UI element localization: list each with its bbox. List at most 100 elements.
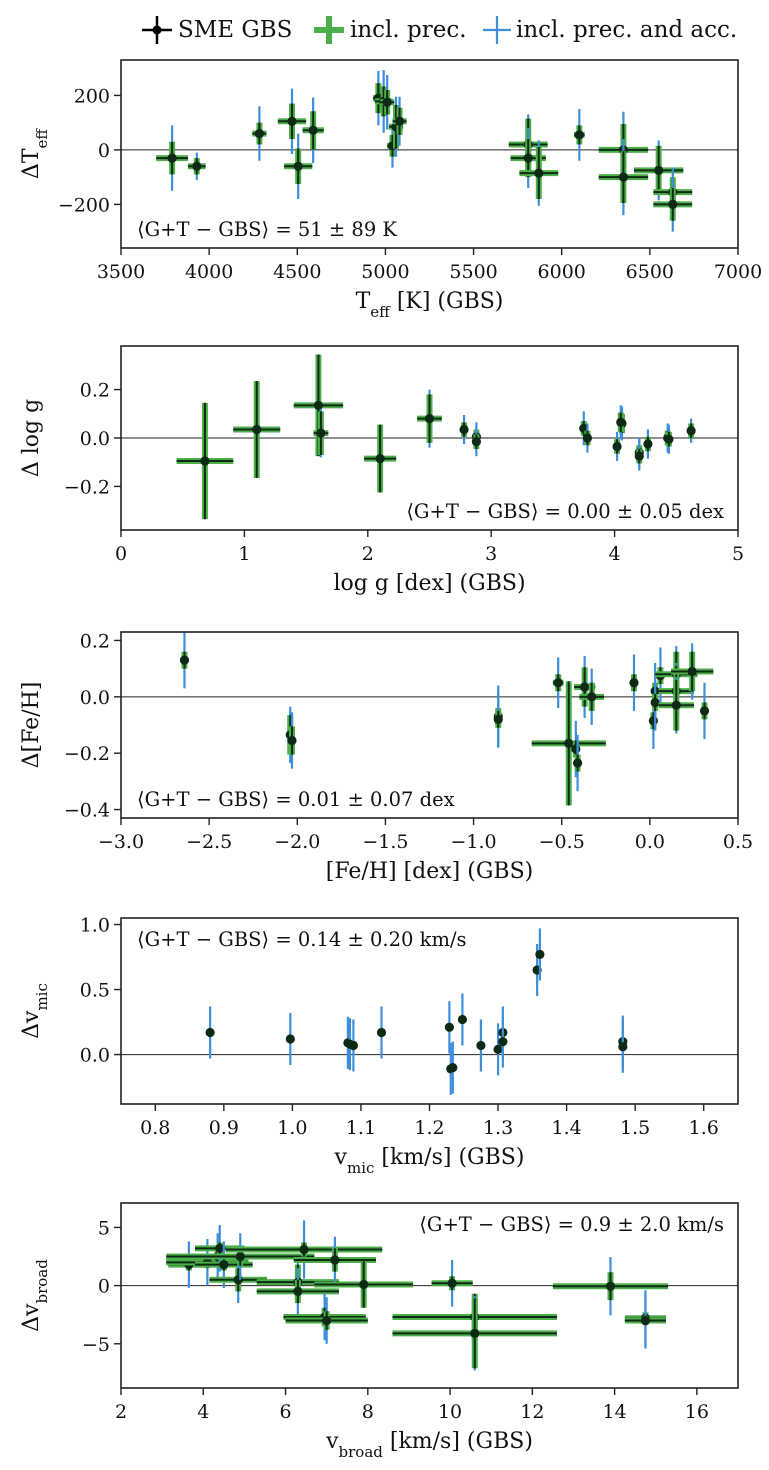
data-point [287,712,297,769]
data-point [225,1220,383,1279]
stats-annotation: ⟨G+T − GBS⟩ = 0.9 ± 2.0 km/s [419,1213,724,1236]
x-tick-label: 1 [238,543,250,565]
x-tick-label: 12 [520,1401,544,1423]
data-point [444,1001,454,1054]
chart-logg: 0 1 2 3 4 5 −0.2 0.0 0.2 log g [dex] (GBS) Δ log g… [19,345,744,596]
x-tick-label: −0.5 [539,831,585,853]
x-tick-label: 1.6 [689,1117,719,1139]
point-marker [493,1044,503,1054]
y-tick-label: 0.0 [80,428,110,450]
legend-marker-blue-icon [483,16,511,44]
x-tick-label: 8 [362,1401,374,1423]
x-tick-label: 1.4 [552,1117,582,1139]
point-marker [579,423,589,433]
x-tick-label: 3 [485,543,497,565]
data-point [535,928,545,981]
x-tick-label: 5500 [449,261,497,283]
point-marker [654,165,664,175]
y-axis-label: Δ log g [19,399,44,477]
point-marker [574,130,584,140]
axes-frame [120,631,739,819]
data-point [579,668,605,725]
point-marker [616,417,626,427]
point-marker [293,161,303,171]
point-marker [534,168,544,178]
data-point [552,657,564,709]
point-marker [322,1315,332,1326]
data-point [643,429,653,459]
point-marker [523,153,533,163]
point-marker [287,116,297,126]
x-tick-label: 0 [115,543,127,565]
data-point [634,441,644,471]
x-tick-label: 5 [732,543,744,565]
data-point [388,96,404,157]
data-point [302,97,324,163]
data-point [686,418,696,443]
data-point [650,674,660,731]
point-marker [650,697,660,708]
point-marker [167,153,177,163]
x-tick-label: 0.5 [723,831,753,853]
point-marker [572,758,583,768]
point-marker [348,1040,359,1051]
x-tick-label: 14 [603,1401,627,1423]
data-point [380,74,395,130]
point-marker [382,97,392,107]
data-point [314,1261,414,1308]
legend-item-sme-gbs: SME GBS [140,14,292,46]
data-point [459,415,469,445]
x-tick-label: 2 [115,1401,127,1423]
point-marker [498,1036,508,1047]
x-axis-label: vmic [km/s] (GBS) [334,1145,525,1177]
data-point [256,1268,340,1315]
point-marker [470,1328,480,1338]
y-tick-label: 0.2 [80,630,110,652]
data-point [572,734,583,792]
y-tick-label: 0.0 [80,687,110,709]
data-point [179,632,190,689]
point-marker [629,678,639,688]
data-point [616,405,626,440]
y-tick-label: 0 [98,1276,110,1298]
point-marker [287,735,297,746]
point-marker [612,441,622,452]
point-marker [640,1315,651,1326]
data-point [156,125,188,191]
data-point [624,1292,667,1349]
data-point [582,423,593,453]
data-point [618,1020,628,1073]
x-tick-label: −3.0 [98,831,144,853]
y-tick-label: −0.2 [64,743,110,765]
x-tick-label: 1.1 [346,1117,376,1139]
point-marker [471,437,481,447]
point-marker [687,666,697,677]
point-marker [648,716,658,726]
legend-label-sme-gbs: SME GBS [178,17,293,43]
point-marker [553,678,563,688]
legend-marker-green-icon [314,16,344,44]
point-marker [668,199,678,210]
data-point [284,133,313,199]
y-tick-label: −200 [58,194,110,216]
point-marker [564,738,574,748]
data-points [166,1220,669,1371]
data-point [629,654,639,711]
x-axis-label: Teff [K] (GBS) [356,289,504,321]
point-marker [192,161,202,171]
data-point [205,1006,215,1059]
x-tick-label: 1.3 [483,1117,513,1139]
x-tick-label: 6 [279,1401,291,1423]
x-tick-label: 1.2 [414,1117,444,1139]
point-marker [447,1278,457,1288]
x-tick-label: 6000 [538,261,586,283]
legend-label-incl-prec: incl. prec. [350,17,467,43]
data-point [552,1257,669,1316]
point-marker [215,1243,225,1253]
data-point [285,1012,295,1065]
x-tick-label: 4500 [273,261,321,283]
point-marker [359,1279,369,1290]
point-marker [618,172,629,182]
stats-annotation: ⟨G+T − GBS⟩ = 0.00 ± 0.05 dex [406,500,724,523]
data-point [671,643,714,700]
